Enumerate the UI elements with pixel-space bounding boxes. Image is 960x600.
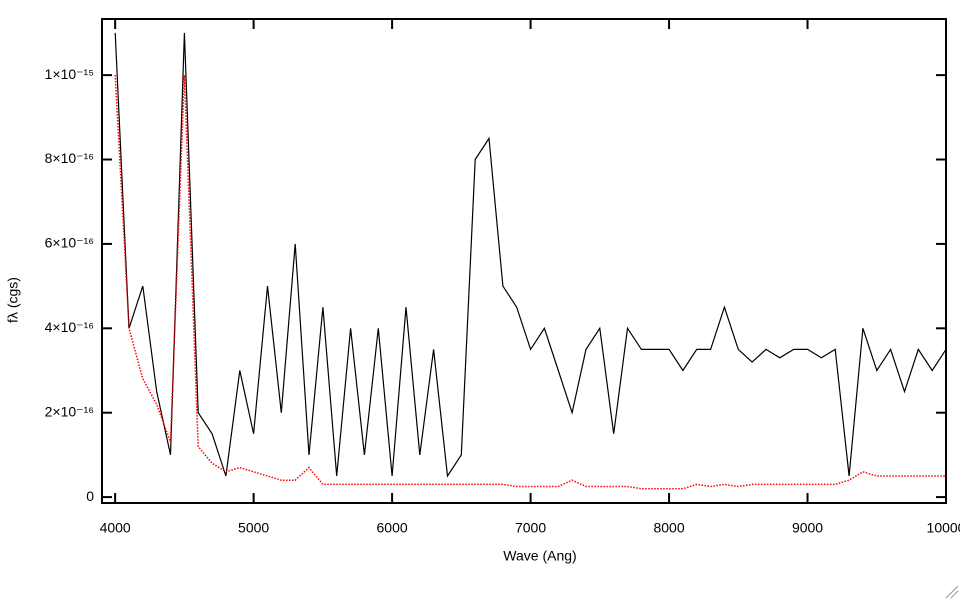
- spectrum-line: [114, 75, 946, 490]
- y-tick-label: 2×10⁻¹⁶: [45, 403, 94, 419]
- x-tick-label: 8000: [653, 520, 684, 536]
- y-tick-label: 8×10⁻¹⁶: [45, 150, 94, 166]
- resize-grip: [945, 585, 959, 599]
- x-axis-label: Wave (Ang): [503, 548, 576, 564]
- y-tick-label: 1×10⁻¹⁵: [45, 66, 94, 82]
- x-tick-label: 7000: [515, 520, 546, 536]
- y-tick-label: 0: [86, 488, 94, 504]
- spectrum-line: [114, 32, 946, 478]
- y-tick-label: 6×10⁻¹⁶: [45, 235, 94, 251]
- y-axis-label: fλ (cgs): [5, 277, 21, 323]
- y-tick-label: 4×10⁻¹⁶: [45, 319, 94, 335]
- x-tick-label: 4000: [100, 520, 131, 536]
- x-tick-label: 9000: [792, 520, 823, 536]
- x-tick-label: 6000: [377, 520, 408, 536]
- x-tick-label: 5000: [238, 520, 269, 536]
- plot-frame: [101, 18, 947, 504]
